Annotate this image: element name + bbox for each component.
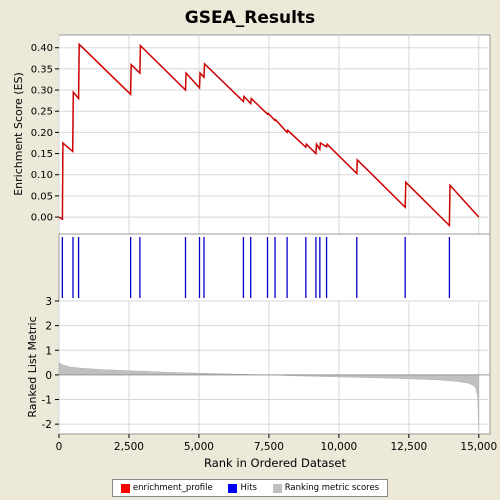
legend-swatch-enrichment-profile <box>120 483 130 493</box>
ranking-panel: -2 -1 0 1 2 3 Ranked List Metric <box>26 296 491 435</box>
legend-swatch-hits <box>228 483 238 493</box>
legend-item-hits: Hits <box>228 483 257 493</box>
legend: enrichment_profile Hits Ranking metric s… <box>112 479 388 497</box>
legend-item-enrichment-profile: enrichment_profile <box>120 483 213 493</box>
ranking-y-axis-label: Ranked List Metric <box>26 316 39 417</box>
ranking-y-tick-label: -2 <box>42 419 52 431</box>
enrichment-y-tick-label: 0.10 <box>31 170 53 181</box>
ranking-metric-area <box>58 362 480 431</box>
legend-swatch-ranking <box>272 483 282 493</box>
enrichment-y-tick-label: 0.05 <box>31 191 53 202</box>
ranking-y-tick-label: -1 <box>42 395 52 407</box>
legend-label-hits: Hits <box>240 483 257 493</box>
enrichment-y-tick-label: 0.20 <box>31 128 53 139</box>
ranking-panel-background <box>58 300 491 435</box>
enrichment-y-tick-label: 0.40 <box>31 43 53 54</box>
enrichment-y-tick-label: 0.15 <box>31 149 53 160</box>
ranking-y-tick-label: 1 <box>45 345 52 357</box>
enrichment-y-axis-label: Enrichment Score (ES) <box>12 72 25 196</box>
enrichment-profile-line <box>58 42 480 228</box>
enrichment-y-tick-label: 0.35 <box>31 64 53 75</box>
ranking-y-tick-label: 0 <box>45 370 52 382</box>
x-tick-label: 15,000 <box>460 441 497 453</box>
x-tick-label: 2,500 <box>114 441 144 453</box>
x-tick-label: 12,500 <box>390 441 427 453</box>
x-tick-label: 7,500 <box>254 441 284 453</box>
enrichment-y-tick-label: 0.25 <box>31 107 53 118</box>
legend-item-ranking: Ranking metric scores <box>272 483 380 493</box>
x-tick-label: 0 <box>56 441 63 453</box>
enrichment-panel-background <box>58 34 491 235</box>
x-tick-label: 10,000 <box>320 441 357 453</box>
enrichment-y-tick-label: 0.00 <box>31 213 53 224</box>
x-axis-label: Rank in Ordered Dataset <box>204 456 347 470</box>
x-tick-label: 5,000 <box>184 441 214 453</box>
hits-panel <box>58 233 491 302</box>
ranking-y-tick-label: 2 <box>45 321 52 333</box>
enrichment-panel: 0.00 0.05 0.10 0.15 0.20 0.25 0.30 0.35 0.40 Enr… <box>12 34 491 235</box>
enrichment-y-tick-label: 0.30 <box>31 86 53 97</box>
ranking-y-tick-label: 3 <box>45 296 52 308</box>
legend-label-ranking: Ranking metric scores <box>284 483 380 493</box>
legend-label-enrichment-profile: enrichment_profile <box>132 483 213 493</box>
chart-title: GSEA_Results <box>185 8 315 28</box>
